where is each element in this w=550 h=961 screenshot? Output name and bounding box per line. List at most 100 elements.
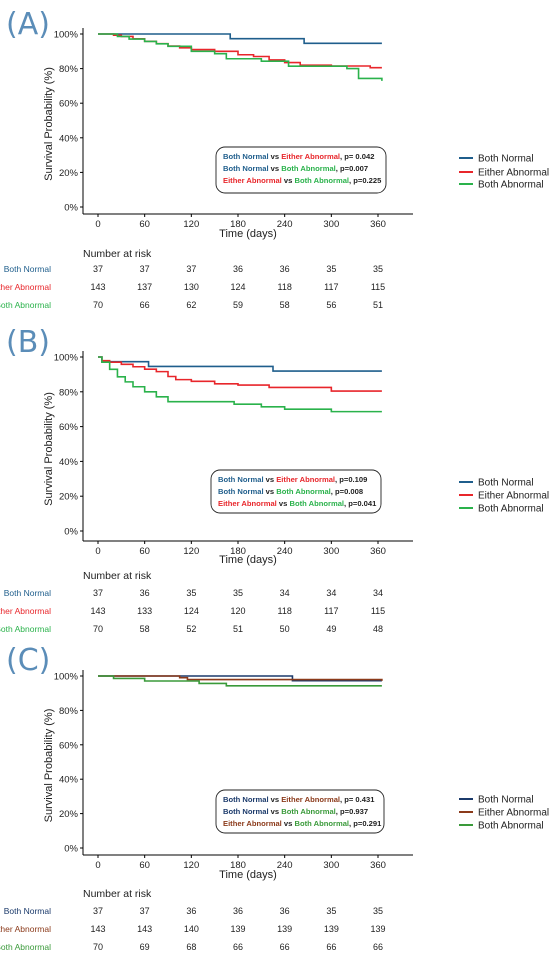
risk-row-label: Either Abnormal (0, 606, 51, 616)
series-line-both-normal (98, 675, 382, 682)
p-value: , p=0.225 (349, 176, 382, 185)
risk-value: 58 (140, 624, 150, 634)
risk-value: 36 (233, 906, 243, 916)
p-value-vs: vs (269, 795, 282, 804)
x-tick-label: 240 (277, 546, 293, 557)
legend-label: Either Abnormal (478, 168, 549, 179)
risk-value: 124 (184, 606, 199, 616)
risk-value: 36 (280, 264, 290, 274)
risk-value: 34 (280, 588, 290, 598)
legend-label: Both Normal (478, 154, 534, 165)
risk-value: 133 (137, 606, 152, 616)
p-value-group-b: Either Abnormal (281, 795, 340, 804)
p-value: , p= 0.042 (340, 152, 374, 161)
risk-value: 34 (326, 588, 336, 598)
risk-value: 37 (140, 264, 150, 274)
series-line-both-abnormal (98, 675, 382, 687)
x-tick-label: 300 (323, 546, 339, 557)
panel-1: (A) 0% 20% 40% 60% 80% 100% 0 60 120 180 240 300 360 T… (0, 7, 549, 310)
p-value-line: Either Abnormal vs Both Abnormal, p=0.29… (223, 819, 382, 828)
y-tick-label: 100% (54, 672, 79, 683)
p-value: , p=0.008 (331, 487, 363, 496)
risk-value: 143 (90, 282, 105, 292)
p-value-group-a: Both Normal (223, 152, 269, 161)
p-value-line: Both Normal vs Either Abnormal, p=0.109 (218, 475, 367, 484)
risk-table-title: Number at risk (83, 570, 152, 582)
risk-value: 56 (326, 300, 336, 310)
x-tick-label: 120 (183, 546, 199, 557)
x-tick-label: 0 (95, 860, 100, 871)
x-tick-label: 180 (230, 546, 246, 557)
panel-3: (C) 0% 20% 40% 60% 80% 100% 0 60 120 180 240 300 360 T… (0, 643, 549, 952)
legend-label: Either Abnormal (478, 491, 549, 502)
panel-label: (B) (6, 325, 50, 360)
risk-value: 118 (277, 606, 291, 616)
y-tick-label: 80% (59, 387, 79, 398)
y-tick-label: 40% (59, 133, 79, 144)
risk-value: 143 (90, 924, 105, 934)
x-axis-title: Time (days) (219, 554, 277, 566)
risk-row-label: Both Normal (4, 906, 51, 916)
y-axis-title: Survival Probability (%) (43, 709, 55, 823)
risk-value: 120 (230, 606, 245, 616)
risk-value: 124 (230, 282, 245, 292)
risk-value: 143 (90, 606, 105, 616)
y-tick-label: 60% (59, 740, 79, 751)
p-value: , p=0.937 (336, 807, 368, 816)
x-tick-label: 60 (139, 860, 150, 871)
p-value: , p=0.041 (344, 499, 377, 508)
p-value-group-a: Both Normal (218, 475, 264, 484)
risk-value: 50 (280, 624, 290, 634)
series-line-either-abnormal (98, 675, 383, 681)
risk-value: 37 (93, 906, 103, 916)
risk-value: 115 (371, 606, 385, 616)
risk-value: 115 (371, 282, 385, 292)
y-tick-label: 0% (64, 527, 78, 538)
p-value-line: Both Normal vs Both Abnormal, p=0.007 (223, 164, 368, 173)
p-value: , p=0.007 (336, 164, 368, 173)
series-line-either-abnormal (98, 356, 382, 392)
x-tick-label: 360 (370, 860, 386, 871)
p-value-line: Both Normal vs Both Abnormal, p=0.008 (218, 487, 363, 496)
risk-row-label: Both Normal (4, 264, 51, 274)
p-value-box (210, 469, 382, 514)
risk-value: 51 (373, 300, 383, 310)
y-tick-label: 100% (54, 30, 79, 41)
risk-value: 117 (324, 606, 338, 616)
risk-value: 70 (93, 624, 103, 634)
risk-value: 36 (140, 588, 150, 598)
legend-label: Both Normal (478, 795, 534, 806)
p-value-line: Either Abnormal vs Both Abnormal, p=0.22… (223, 176, 382, 185)
x-tick-label: 300 (323, 219, 339, 230)
p-value-group-b: Both Abnormal (289, 499, 344, 508)
y-tick-label: 0% (64, 844, 78, 855)
p-value-box (215, 146, 387, 194)
legend-label: Both Abnormal (478, 180, 544, 191)
risk-value: 62 (186, 300, 196, 310)
p-value-group-a: Either Abnormal (223, 819, 282, 828)
x-tick-label: 0 (95, 546, 100, 557)
risk-value: 37 (93, 588, 103, 598)
risk-value: 143 (137, 924, 152, 934)
x-tick-label: 0 (95, 219, 100, 230)
risk-value: 35 (373, 906, 383, 916)
p-value: , p=0.291 (349, 819, 382, 828)
series-line-both-abnormal (98, 33, 383, 81)
p-value-vs: vs (269, 807, 282, 816)
p-value-vs: vs (282, 819, 295, 828)
risk-row-label: Both Abnormal (0, 942, 51, 952)
legend-label: Both Normal (478, 478, 534, 489)
y-tick-label: 20% (59, 809, 79, 820)
p-value-group-a: Either Abnormal (223, 176, 282, 185)
p-value-vs: vs (282, 176, 295, 185)
x-axis-title: Time (days) (219, 869, 277, 881)
p-value-vs: vs (269, 152, 282, 161)
y-axis-title: Survival Probability (%) (43, 392, 55, 506)
p-value-line: Both Normal vs Both Abnormal, p=0.937 (223, 807, 368, 816)
legend-label: Both Abnormal (478, 821, 544, 832)
x-tick-label: 300 (323, 860, 339, 871)
risk-value: 66 (326, 942, 336, 952)
y-tick-label: 0% (64, 203, 78, 214)
x-tick-label: 240 (277, 219, 293, 230)
